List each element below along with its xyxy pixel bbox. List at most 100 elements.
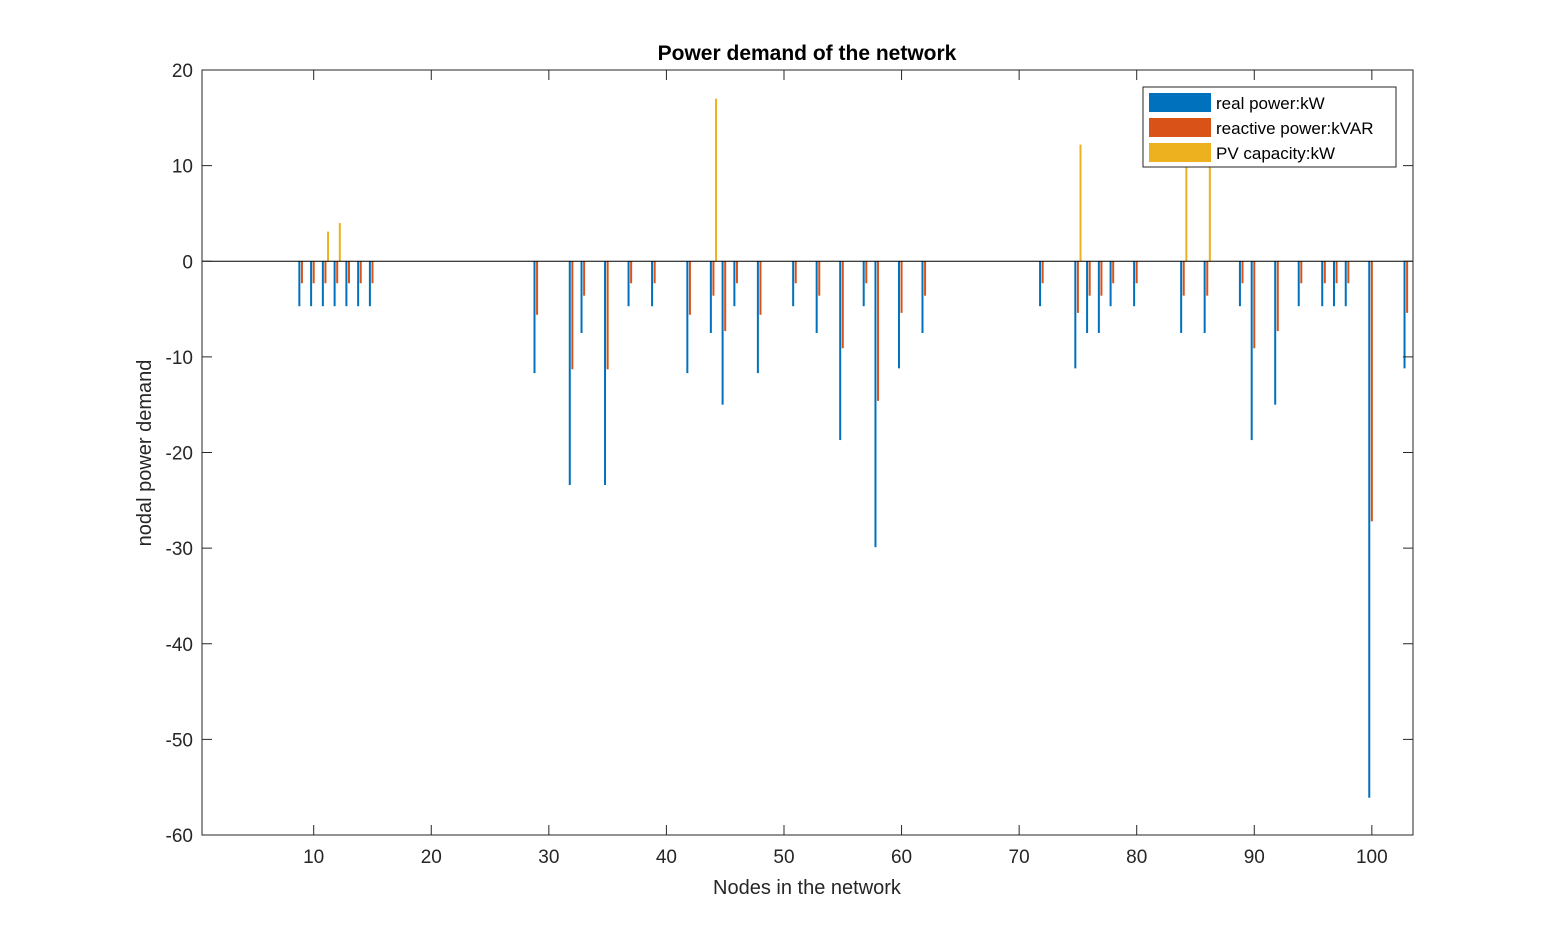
bar-series1-node-103 <box>1406 261 1409 313</box>
bar-series1-node-77 <box>1100 261 1103 296</box>
bar-series0-node-15 <box>368 261 371 307</box>
bar-series1-node-57 <box>865 261 868 284</box>
bar-series1-node-96 <box>1323 261 1326 284</box>
bar-series1-node-32 <box>571 261 574 370</box>
bar-series0-node-39 <box>651 261 654 307</box>
chart-title: Power demand of the network <box>658 42 957 65</box>
bar-series1-node-94 <box>1300 261 1303 284</box>
bar-series0-node-55 <box>839 261 842 441</box>
y-tick-label: 0 <box>182 252 193 273</box>
x-tick-label: 90 <box>1244 847 1265 868</box>
bar-series0-node-57 <box>862 261 865 307</box>
bar-series1-node-60 <box>900 261 903 313</box>
bar-series1-node-100 <box>1370 261 1373 522</box>
x-tick-label: 100 <box>1356 847 1388 868</box>
bar-series0-node-94 <box>1297 261 1300 307</box>
y-tick-label: 20 <box>172 61 193 82</box>
bar-series1-node-89 <box>1241 261 1244 284</box>
bar-series1-node-48 <box>759 261 762 315</box>
y-axis-label: nodal power demand <box>134 360 156 547</box>
bar-series0-node-11 <box>321 261 324 307</box>
bar-series1-node-44 <box>712 261 715 296</box>
bar-series1-node-86 <box>1206 261 1209 296</box>
bar-series1-node-76 <box>1088 261 1091 296</box>
bar-series0-node-58 <box>874 261 877 548</box>
x-tick-label: 30 <box>538 847 559 868</box>
bar-series0-node-97 <box>1332 261 1335 307</box>
x-axis-label: Nodes in the network <box>713 877 902 899</box>
bar-series0-node-35 <box>604 261 607 486</box>
bar-series1-node-97 <box>1335 261 1338 284</box>
legend-swatch-reactive-power <box>1149 118 1211 137</box>
bar-series1-node-9 <box>300 261 303 284</box>
axes-background <box>202 70 1413 835</box>
bar-series1-node-78 <box>1112 261 1115 284</box>
ticks-layer: 10 20 30 40 50 60 70 80 90 100 -60 -50 -40 -30 -20 -10 0… <box>166 61 1413 868</box>
y-tick-label: 10 <box>172 157 193 178</box>
x-tick-label: 80 <box>1126 847 1147 868</box>
bar-series1-node-80 <box>1135 261 1138 284</box>
bar-series0-node-51 <box>792 261 795 307</box>
bar-series0-node-33 <box>580 261 583 333</box>
legend-swatch-real-power <box>1149 93 1211 112</box>
bar-series1-node-37 <box>630 261 633 284</box>
x-tick-label: 20 <box>421 847 442 868</box>
bar-series2-node-11 <box>327 231 330 262</box>
bar-series0-node-32 <box>568 261 571 486</box>
bar-series1-node-10 <box>312 261 315 284</box>
y-tick-label: -30 <box>166 539 193 560</box>
bar-series1-node-35 <box>606 261 609 370</box>
bar-series1-node-11 <box>324 261 327 284</box>
bar-series0-node-103 <box>1403 261 1406 369</box>
bar-series1-node-46 <box>735 261 738 284</box>
bar-series0-node-37 <box>627 261 630 307</box>
bar-series0-node-90 <box>1250 261 1253 441</box>
bar-series2-node-12 <box>338 223 341 262</box>
x-tick-label: 10 <box>303 847 324 868</box>
bar-series0-node-92 <box>1274 261 1277 405</box>
legend-label-reactive-power: reactive power:kVAR <box>1216 119 1373 138</box>
bar-series0-node-46 <box>733 261 736 307</box>
bar-series1-node-72 <box>1041 261 1044 284</box>
legend: real power:kW reactive power:kVAR PV cap… <box>1142 86 1397 168</box>
bar-series1-node-58 <box>877 261 880 401</box>
bar-series2-node-84 <box>1185 156 1188 262</box>
bar-series0-node-42 <box>686 261 689 374</box>
legend-label-pv-capacity: PV capacity:kW <box>1216 144 1335 163</box>
bar-series0-node-76 <box>1086 261 1089 333</box>
bar-series1-node-42 <box>688 261 691 315</box>
bar-series0-node-98 <box>1344 261 1347 307</box>
bar-series1-node-84 <box>1182 261 1185 296</box>
bar-series0-node-9 <box>298 261 301 307</box>
bar-series0-node-44 <box>709 261 712 333</box>
bar-series1-node-15 <box>371 261 374 284</box>
bar-series0-node-100 <box>1368 261 1371 798</box>
bar-series1-node-13 <box>347 261 350 284</box>
bar-series1-node-51 <box>794 261 797 284</box>
bar-series0-node-13 <box>345 261 348 307</box>
bar-series0-node-89 <box>1238 261 1241 307</box>
bar-series1-node-90 <box>1253 261 1256 349</box>
bar-series1-node-33 <box>583 261 586 296</box>
x-tick-label: 40 <box>656 847 677 868</box>
y-tick-label: -60 <box>166 826 193 847</box>
bar-series2-node-86 <box>1208 156 1211 262</box>
bar-series1-node-92 <box>1276 261 1279 332</box>
legend-label-real-power: real power:kW <box>1216 94 1325 113</box>
bar-series0-node-84 <box>1180 261 1183 333</box>
bar-series2-node-75 <box>1079 144 1082 262</box>
bar-series1-node-62 <box>924 261 927 296</box>
y-tick-label: -10 <box>166 348 193 369</box>
bar-series1-node-45 <box>724 261 727 332</box>
bar-series0-node-45 <box>721 261 724 405</box>
bar-series0-node-62 <box>921 261 924 333</box>
bar-series0-node-14 <box>357 261 360 307</box>
bar-series0-node-78 <box>1109 261 1112 307</box>
bar-series0-node-12 <box>333 261 336 307</box>
bar-series0-node-53 <box>815 261 818 333</box>
legend-swatch-pv-capacity <box>1149 143 1211 162</box>
bar-series0-node-77 <box>1097 261 1100 333</box>
bar-series1-node-98 <box>1347 261 1350 284</box>
